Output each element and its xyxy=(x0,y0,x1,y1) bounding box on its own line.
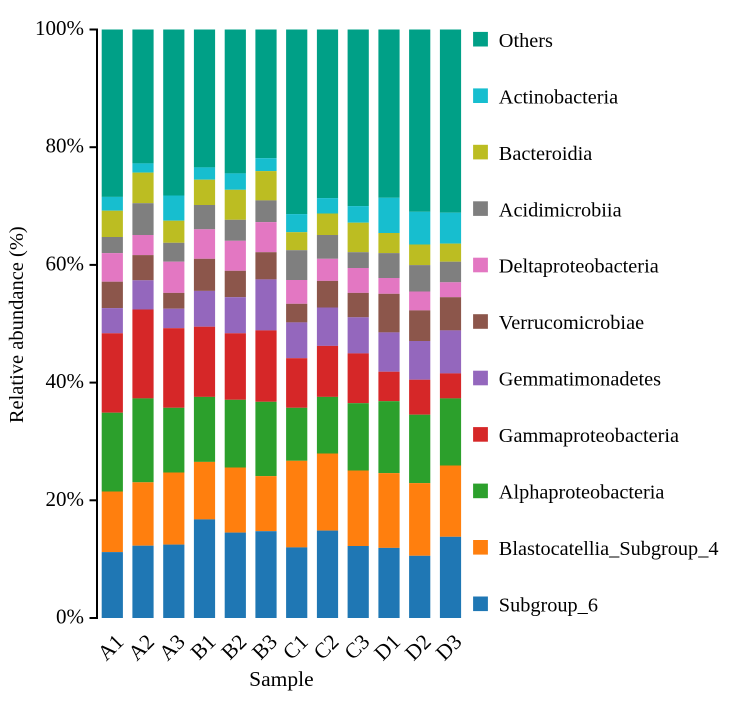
svg-text:Bacteroidia: Bacteroidia xyxy=(499,143,592,165)
svg-text:40%: 40% xyxy=(46,369,85,393)
svg-text:Subgroup_6: Subgroup_6 xyxy=(499,595,598,617)
svg-text:Gammaproteobacteria: Gammaproteobacteria xyxy=(499,425,679,447)
svg-text:Actinobacteria: Actinobacteria xyxy=(499,86,618,108)
svg-text:20%: 20% xyxy=(46,487,85,511)
svg-text:Others: Others xyxy=(499,30,553,52)
svg-text:Blastocatellia_Subgroup_4: Blastocatellia_Subgroup_4 xyxy=(499,538,719,560)
svg-text:100%: 100% xyxy=(35,16,84,40)
svg-text:Deltaproteobacteria: Deltaproteobacteria xyxy=(499,256,659,278)
svg-text:60%: 60% xyxy=(46,251,85,275)
svg-text:0%: 0% xyxy=(56,604,84,628)
svg-text:Acidimicrobiia: Acidimicrobiia xyxy=(499,199,622,221)
svg-text:Gemmatimonadetes: Gemmatimonadetes xyxy=(499,369,661,391)
svg-text:Relative abundance (%): Relative abundance (%) xyxy=(6,226,28,423)
svg-text:Verrucomicrobiae: Verrucomicrobiae xyxy=(499,312,644,334)
svg-text:80%: 80% xyxy=(46,134,85,158)
svg-text:Alphaproteobacteria: Alphaproteobacteria xyxy=(499,482,665,504)
svg-text:Sample: Sample xyxy=(249,667,314,691)
